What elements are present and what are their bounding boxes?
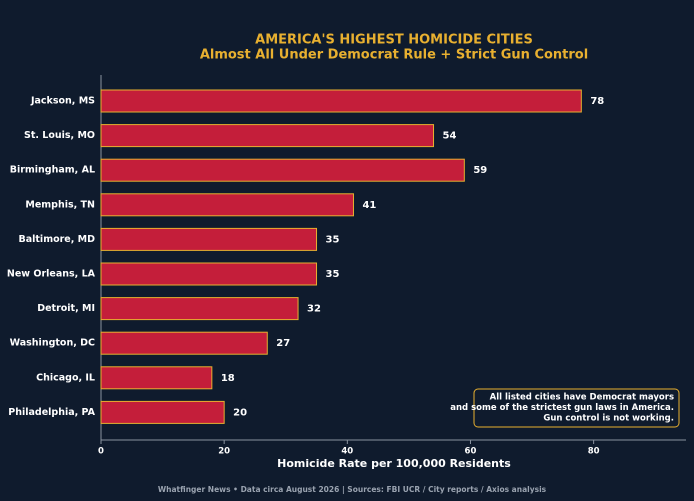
chart-title: AMERICA'S HIGHEST HOMICIDE CITIES xyxy=(255,33,533,48)
value-label: 41 xyxy=(362,200,376,211)
y-tick-label: Chicago, IL xyxy=(36,372,95,383)
value-label: 78 xyxy=(590,96,604,107)
bar xyxy=(100,297,299,321)
footer: Whatfinger News • Data circa August 2026… xyxy=(158,485,547,495)
annotation-box xyxy=(473,388,680,428)
bar xyxy=(100,366,213,390)
value-label: 35 xyxy=(326,234,340,245)
bar xyxy=(100,400,225,424)
y-tick-label: Baltimore, MD xyxy=(18,234,95,245)
chart-subtitle: Almost All Under Democrat Rule + Strict … xyxy=(200,48,588,63)
bar xyxy=(100,158,465,182)
x-tick-label: 0 xyxy=(98,447,104,457)
value-label: 59 xyxy=(473,165,487,176)
bar xyxy=(100,89,582,113)
annotation: and some of the strictest gun laws in Am… xyxy=(450,403,674,413)
value-label: 18 xyxy=(221,373,235,384)
y-tick-label: Jackson, MS xyxy=(30,96,95,107)
y-tick-label: Washington, DC xyxy=(10,338,95,349)
value-label: 35 xyxy=(326,269,340,280)
annotation: All listed cities have Democrat mayors xyxy=(490,393,674,403)
x-tick-label: 80 xyxy=(588,447,600,457)
value-label: 20 xyxy=(233,407,247,418)
y-tick-label: Birmingham, AL xyxy=(10,165,95,176)
y-tick-label: Detroit, MI xyxy=(37,303,95,314)
bar xyxy=(100,124,435,148)
bar xyxy=(100,227,318,251)
y-tick-label: Memphis, TN xyxy=(25,199,95,210)
value-label: 54 xyxy=(443,131,457,142)
x-tick-label: 40 xyxy=(341,447,353,457)
x-tick-label: 60 xyxy=(465,447,477,457)
y-tick-label: Philadelphia, PA xyxy=(8,407,95,418)
value-label: 27 xyxy=(276,338,290,349)
bar xyxy=(100,193,354,217)
bar xyxy=(100,262,318,286)
value-label: 32 xyxy=(307,304,321,315)
x-tick-label: 20 xyxy=(218,447,230,457)
y-tick-label: New Orleans, LA xyxy=(7,269,96,280)
bar xyxy=(100,331,268,355)
x-axis-label: Homicide Rate per 100,000 Residents xyxy=(277,457,511,470)
y-tick-label: St. Louis, MO xyxy=(24,130,95,141)
annotation: Gun control is not working. xyxy=(543,414,674,424)
